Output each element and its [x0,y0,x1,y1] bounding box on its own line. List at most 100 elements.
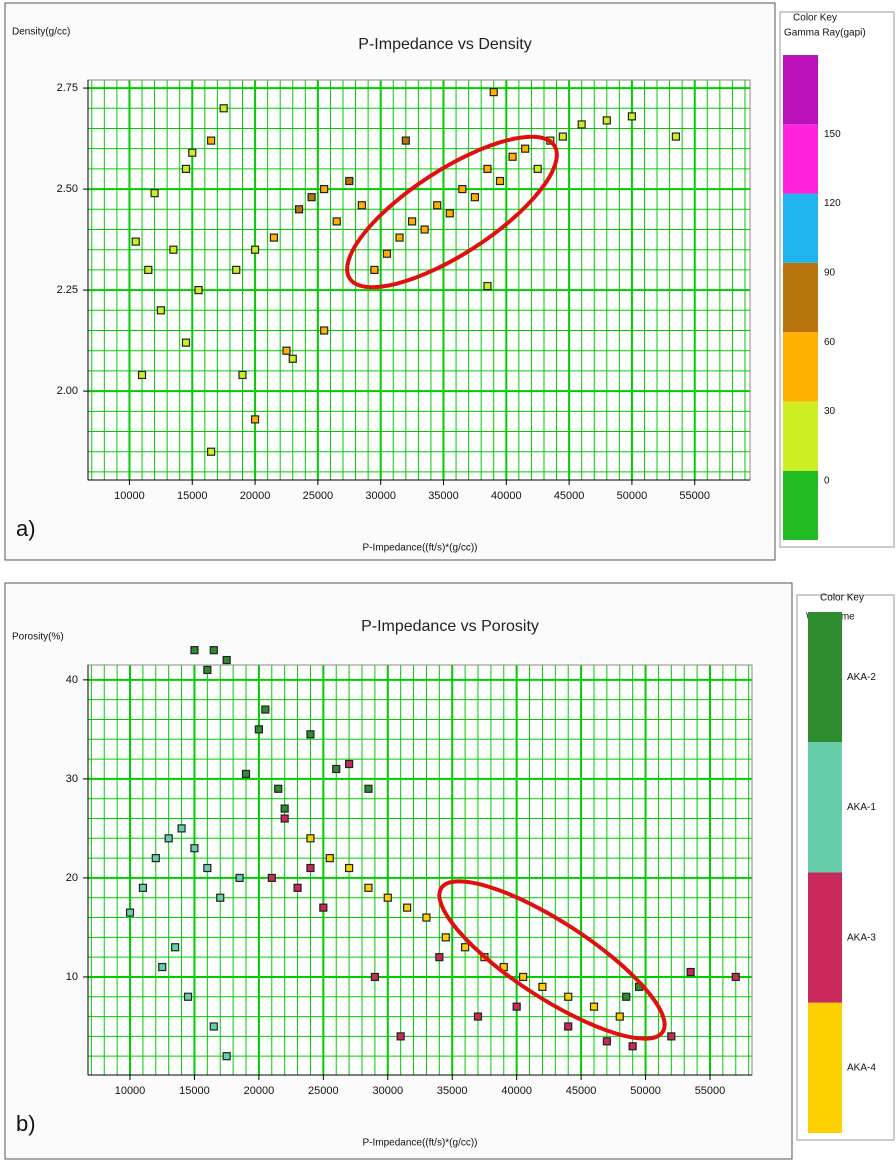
x-tick-label: 55000 [679,490,710,502]
highlight-ellipse [345,134,559,290]
point [627,112,637,121]
point [306,730,315,739]
point [288,354,297,363]
point [216,893,225,902]
panel-label: a) [16,516,36,541]
point [222,1052,231,1061]
x-tick-label: 50000 [617,490,648,502]
point [671,132,680,141]
point [188,148,197,157]
point [207,447,216,456]
x-tick-label: 20000 [240,490,271,502]
point [325,854,334,863]
x-tick-label: 35000 [437,1085,468,1097]
point [473,1012,483,1021]
point [203,863,212,873]
point [628,1042,637,1051]
point [203,665,212,675]
panel-b: P-Impedance vs Porosity Porosity(%) P-Impe… [12,593,876,1149]
point [370,972,379,982]
x-tick-label: 40000 [501,1085,532,1097]
key-swatch [783,193,818,263]
point [382,249,392,258]
point [171,943,180,952]
point [181,164,191,173]
point [150,189,159,198]
key-tick-label: 90 [824,267,836,278]
point [383,893,392,902]
point [274,784,283,793]
key-tick-label: 120 [824,198,841,209]
point [538,982,547,991]
point [483,281,492,291]
legend-swatch [808,612,842,743]
point [512,1002,521,1011]
point [177,824,186,833]
point [602,1037,611,1046]
point [209,646,218,655]
x-tick-label: 50000 [630,1085,661,1097]
legend-swatch [808,1002,842,1133]
point [190,646,199,655]
point [420,225,429,234]
legend-label: AKA-1 [847,802,876,813]
point [622,992,631,1001]
point [232,265,241,274]
point [269,233,279,242]
x-tick-label: 15000 [177,490,208,502]
point [222,655,231,665]
point [209,1022,218,1031]
point [156,306,165,315]
y-tick-label: 2.25 [57,284,78,296]
chart-title: P-Impedance vs Porosity [361,618,539,635]
point [280,814,289,823]
point [407,217,417,226]
point [183,992,193,1001]
point [445,209,454,218]
point [158,962,167,972]
point [250,415,260,424]
point [190,844,199,853]
panel-label: b) [16,1111,36,1136]
key-tick-label: 150 [824,129,841,140]
y-tick-label: 10 [66,971,78,983]
point [207,136,216,145]
key-swatch [783,470,818,540]
point [238,370,247,380]
point [319,903,328,912]
point [364,784,373,793]
point [293,883,302,892]
x-tick-label: 30000 [365,490,396,502]
point [320,326,329,335]
x-tick-label: 15000 [179,1085,210,1097]
point [686,967,695,977]
point [401,136,410,145]
legend-swatch [808,872,842,1003]
point [564,1022,573,1031]
key-title: Color Key [820,593,864,604]
plot-area [88,80,750,480]
point [332,217,341,226]
point [306,834,315,843]
x-tick-label: 25000 [308,1085,339,1097]
point [219,104,228,113]
y-tick-label: 2.75 [57,82,78,94]
point [470,193,479,202]
point [137,370,147,380]
y-tick-label: 20 [66,872,78,884]
legend-label: AKA-2 [847,672,876,683]
point [589,1002,599,1011]
key-title: Color Key [793,13,837,24]
x-tick-label: 10000 [114,490,145,502]
point [370,265,379,274]
point [345,759,354,769]
key-tick-label: 30 [824,406,836,417]
point [282,346,291,355]
point [307,193,316,202]
point [667,1032,676,1041]
x-tick-label: 35000 [428,490,459,502]
point [194,286,203,295]
point [250,245,260,254]
point [521,144,530,153]
